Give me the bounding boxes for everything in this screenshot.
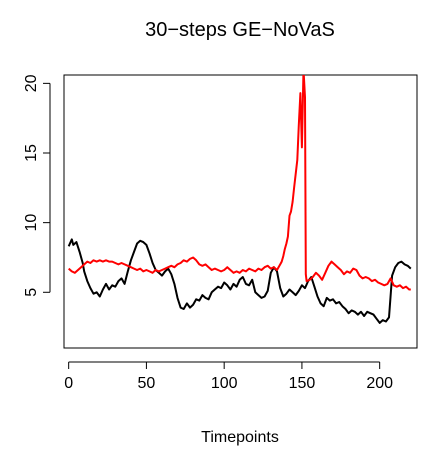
y-tick-label: 15: [23, 144, 40, 162]
y-tick-label: 5: [23, 288, 40, 297]
series-layer: [67, 75, 412, 324]
plot-frame: [63, 74, 418, 349]
chart-title: 30−steps GE−NoVaS: [145, 19, 335, 41]
x-tick-label: 0: [64, 375, 73, 392]
series-line-2: [68, 75, 411, 291]
x-axis-label: Timepoints: [201, 429, 279, 446]
y-tick-label: 20: [23, 74, 40, 92]
x-tick-label: 50: [138, 375, 156, 392]
x-tick-label: 100: [211, 375, 238, 392]
x-tick-label: 200: [366, 375, 393, 392]
series-line-1: [67, 238, 412, 324]
y-tick-label: 10: [23, 214, 40, 232]
x-tick-label: 150: [289, 375, 316, 392]
y-axis: 5 10 15 20: [23, 74, 51, 297]
x-axis: 0 50 100 150 200: [64, 361, 393, 392]
